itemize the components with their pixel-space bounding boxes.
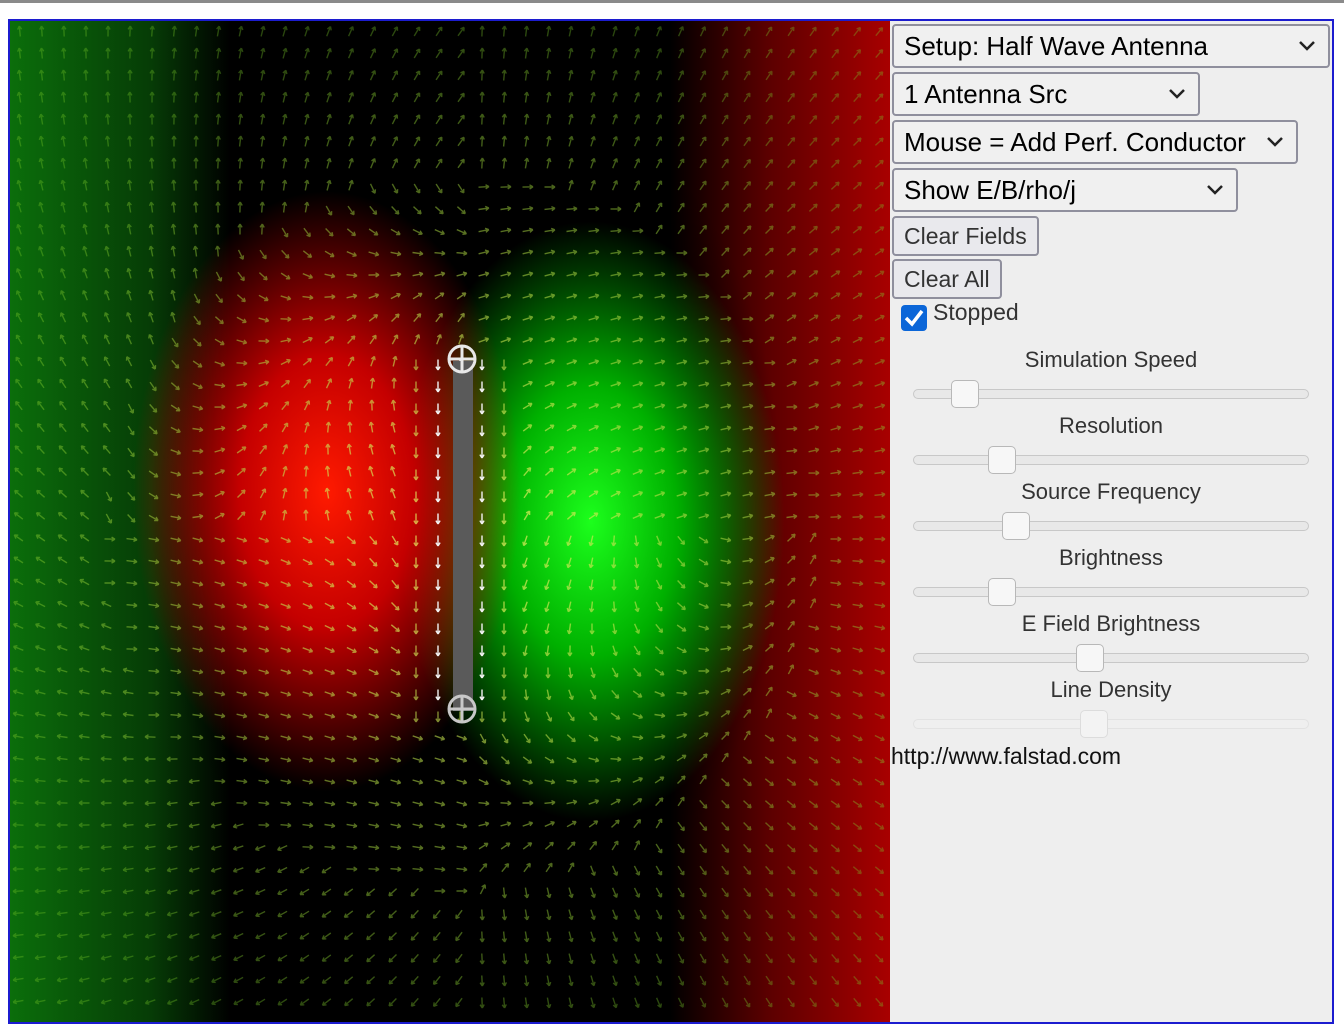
crosshair-handle-icon[interactable] <box>447 344 477 374</box>
slider-label: Brightness <box>1059 545 1163 570</box>
top-divider <box>0 0 1344 3</box>
slider-label: Resolution <box>1059 413 1163 438</box>
slider-thumb[interactable] <box>1002 512 1030 540</box>
slider-track[interactable] <box>913 446 1309 474</box>
slider-label: Line Density <box>1050 677 1172 702</box>
chevron-down-icon <box>1207 185 1223 195</box>
field-arrows <box>12 25 886 1009</box>
antenna-layer <box>447 344 477 724</box>
stopped-label: Stopped <box>933 299 1019 325</box>
slider-thumb[interactable] <box>988 446 1016 474</box>
slider-track <box>913 710 1309 738</box>
slider-track[interactable] <box>913 644 1309 672</box>
antenna-conductor[interactable] <box>453 361 473 711</box>
show-select[interactable]: Show E/B/rho/j <box>892 168 1238 212</box>
simulation-canvas[interactable] <box>10 21 890 1022</box>
falstad-link[interactable]: http://www.falstad.com <box>891 743 1122 769</box>
chevron-down-icon <box>1267 137 1283 147</box>
chevron-down-icon <box>1299 41 1315 51</box>
show-select-value: Show E/B/rho/j <box>904 175 1076 205</box>
stopped-checkbox[interactable] <box>901 305 927 331</box>
mouse-mode-select-value: Mouse = Add Perf. Conductor <box>904 127 1246 157</box>
slider-track[interactable] <box>913 380 1309 408</box>
source-select-value: 1 Antenna Src <box>904 79 1068 109</box>
app-frame: Setup: Half Wave Antenna 1 Antenna Src M… <box>8 19 1334 1024</box>
clear-all-button[interactable]: Clear All <box>892 259 1002 299</box>
slider-thumb <box>1080 710 1108 738</box>
slider-track[interactable] <box>913 578 1309 606</box>
slider-label: Simulation Speed <box>1024 347 1198 372</box>
slider-thumb[interactable] <box>988 578 1016 606</box>
slider-track[interactable] <box>913 512 1309 540</box>
source-select[interactable]: 1 Antenna Src <box>892 72 1200 116</box>
slider-label: E Field Brightness <box>1021 611 1201 636</box>
clear-fields-button[interactable]: Clear Fields <box>892 216 1039 256</box>
checkmark-icon <box>904 309 924 327</box>
control-panel: Setup: Half Wave Antenna 1 Antenna Src M… <box>891 21 1332 1022</box>
slider-label: Source Frequency <box>1021 479 1201 504</box>
slider-thumb[interactable] <box>1076 644 1104 672</box>
mouse-mode-select[interactable]: Mouse = Add Perf. Conductor <box>892 120 1298 164</box>
chevron-down-icon <box>1169 89 1185 99</box>
setup-select[interactable]: Setup: Half Wave Antenna <box>892 24 1330 68</box>
slider-thumb[interactable] <box>951 380 979 408</box>
crosshair-handle-icon[interactable] <box>447 694 477 724</box>
setup-select-value: Setup: Half Wave Antenna <box>904 31 1209 61</box>
